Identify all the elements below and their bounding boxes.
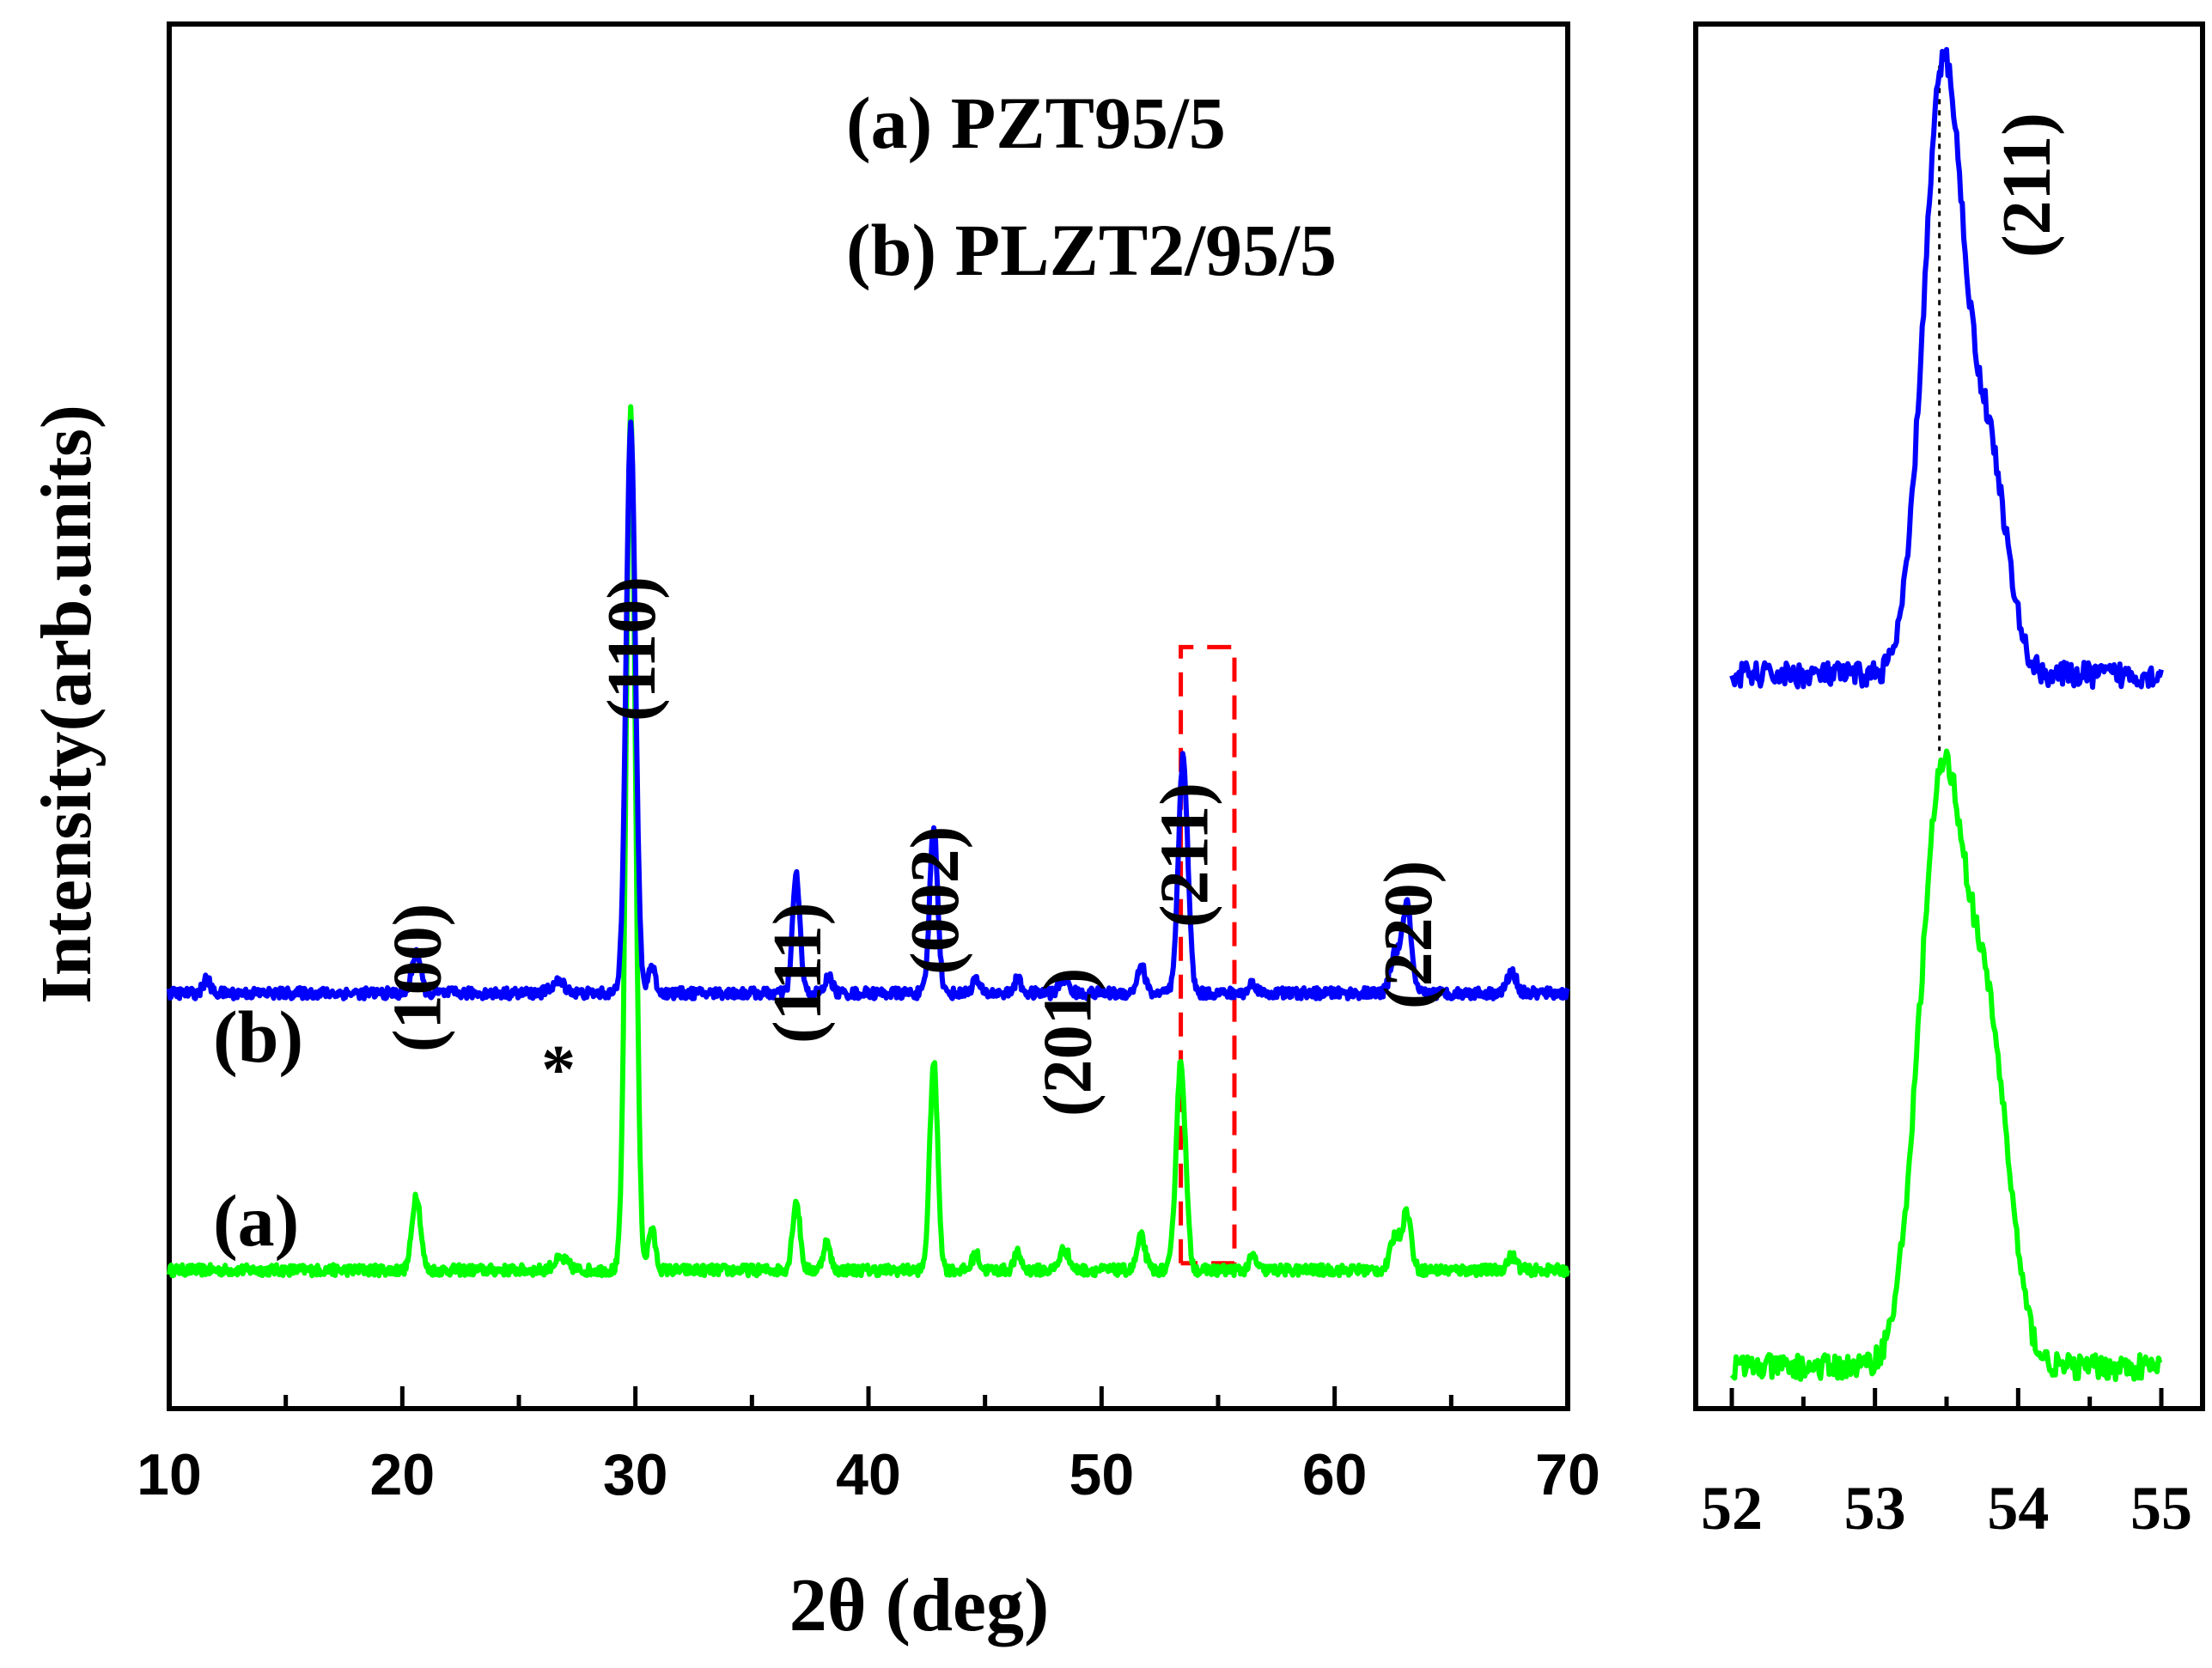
star-marker: * <box>541 1032 576 1108</box>
highlight-box-211 <box>1179 644 1237 1266</box>
inset-series-line-blue <box>1729 46 2164 691</box>
legend-entry-b: (b) PLZT2/95/5 <box>846 209 1337 291</box>
x-tick-label: 70 <box>1535 1442 1600 1507</box>
series-label-b: (b) <box>213 995 303 1078</box>
inset-peak-label: (211) <box>1990 113 2065 258</box>
series-label-a: (a) <box>213 1179 299 1262</box>
inset-plot-frame <box>1693 21 2205 1411</box>
series-line-b <box>167 419 1570 1001</box>
peak-label: (211) <box>1147 782 1222 928</box>
legend-entry-a: (a) PZT95/5 <box>846 82 1226 164</box>
x-tick-label: 40 <box>836 1442 901 1507</box>
peak-label: (201) <box>1031 968 1106 1117</box>
x-tick-label: 30 <box>603 1442 668 1507</box>
peak-label: (110) <box>594 576 670 721</box>
main-xrd-plot: 10 20 30 40 50 60 70 (100) * (110) (111) (002) (201… <box>27 21 1600 1647</box>
inset-211-plot: 52 53 54 55 (211) <box>1693 21 2205 1543</box>
x-tick-label: 60 <box>1302 1442 1368 1507</box>
peak-label: (220) <box>1371 861 1447 1009</box>
inset-x-tick-label: 55 <box>2130 1474 2192 1543</box>
series-line-a <box>167 404 1570 1279</box>
highlight-dashed-box <box>1179 644 1237 1266</box>
peak-label: (100) <box>381 904 456 1052</box>
x-tick-label: 20 <box>370 1442 436 1507</box>
peak-label: (111) <box>760 903 836 1044</box>
inset-x-tick-label: 52 <box>1701 1474 1763 1543</box>
x-tick-label: 10 <box>137 1442 202 1507</box>
inset-x-tick-label: 54 <box>1987 1474 2049 1543</box>
inset-x-tick-label: 53 <box>1844 1474 1906 1543</box>
peak-label: (002) <box>898 826 973 975</box>
x-axis-label: 2θ (deg) <box>789 1564 1050 1647</box>
inset-series-line-green <box>1729 748 2163 1383</box>
x-tick-label: 50 <box>1069 1442 1135 1507</box>
y-axis-label: Intensity(arb.units) <box>27 405 107 1004</box>
